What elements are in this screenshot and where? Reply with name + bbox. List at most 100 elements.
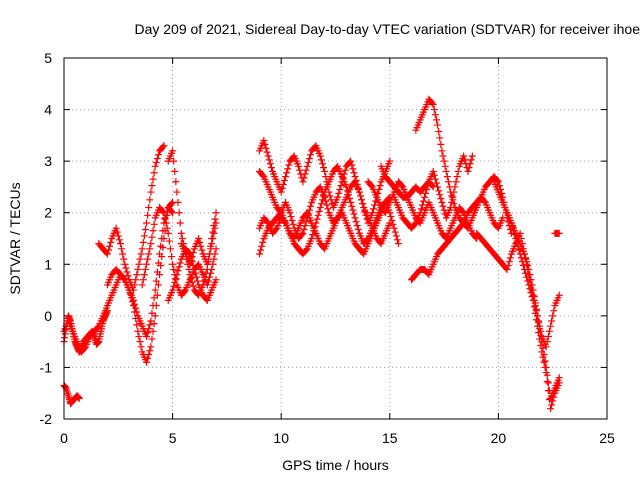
data-point bbox=[531, 309, 539, 317]
data-point bbox=[530, 303, 538, 311]
data-point bbox=[295, 162, 303, 170]
data-point bbox=[356, 192, 364, 200]
data-point bbox=[278, 184, 286, 192]
data-point bbox=[429, 100, 437, 108]
data-point bbox=[140, 232, 148, 240]
data-point bbox=[549, 312, 557, 320]
data-point bbox=[94, 323, 102, 331]
data-point bbox=[449, 196, 457, 204]
data-point bbox=[135, 260, 143, 268]
data-point bbox=[120, 255, 128, 263]
data-point bbox=[147, 343, 155, 351]
data-point bbox=[367, 182, 375, 190]
data-point bbox=[144, 255, 152, 263]
data-point bbox=[390, 224, 398, 232]
data-point bbox=[370, 205, 378, 213]
data-point bbox=[351, 214, 359, 222]
data-point bbox=[141, 225, 149, 233]
x-tick-label: 0 bbox=[60, 430, 68, 446]
data-point bbox=[348, 161, 356, 169]
data-point bbox=[265, 156, 273, 164]
data-point bbox=[184, 260, 192, 268]
data-point bbox=[541, 363, 549, 371]
data-point bbox=[510, 227, 518, 235]
data-point bbox=[154, 151, 162, 159]
data-point bbox=[162, 219, 170, 227]
data-point bbox=[103, 250, 111, 258]
data-point bbox=[136, 255, 144, 263]
data-point bbox=[138, 245, 146, 253]
data-point bbox=[417, 205, 425, 213]
data-point bbox=[159, 143, 167, 151]
data-point bbox=[131, 281, 139, 289]
data-point bbox=[424, 182, 432, 190]
data-point bbox=[430, 171, 438, 179]
data-point bbox=[211, 215, 219, 223]
data-point bbox=[527, 289, 535, 297]
data-point bbox=[321, 193, 329, 201]
data-point bbox=[434, 121, 442, 129]
data-point bbox=[187, 254, 195, 262]
data-point bbox=[317, 156, 325, 164]
data-point bbox=[147, 188, 155, 196]
data-point bbox=[550, 393, 558, 401]
data-point bbox=[185, 265, 193, 273]
data-point bbox=[430, 106, 438, 114]
data-point bbox=[170, 282, 178, 290]
data-point bbox=[139, 276, 147, 284]
data-point bbox=[177, 229, 185, 237]
data-point bbox=[305, 155, 313, 163]
x-tick-label: 25 bbox=[599, 430, 615, 446]
data-point bbox=[335, 189, 343, 197]
data-point bbox=[550, 307, 558, 315]
data-point bbox=[353, 222, 361, 230]
data-point bbox=[435, 127, 443, 135]
data-point bbox=[461, 156, 469, 164]
data-point bbox=[279, 180, 287, 188]
data-point bbox=[519, 262, 527, 270]
plot-frame bbox=[63, 57, 608, 420]
data-point bbox=[267, 164, 275, 172]
data-point bbox=[133, 271, 141, 279]
data-point bbox=[286, 209, 294, 217]
data-point bbox=[520, 265, 528, 273]
data-point bbox=[144, 329, 152, 337]
data-point bbox=[132, 314, 140, 322]
data-point bbox=[525, 281, 533, 289]
data-point bbox=[144, 211, 152, 219]
data-point bbox=[106, 242, 114, 250]
data-point bbox=[459, 220, 467, 228]
data-point bbox=[130, 302, 138, 310]
data-point bbox=[323, 201, 331, 209]
data-point bbox=[322, 197, 330, 205]
data-point bbox=[334, 193, 342, 201]
x-tick-label: 20 bbox=[491, 430, 507, 446]
data-point bbox=[444, 178, 452, 186]
data-point bbox=[264, 152, 272, 160]
data-point bbox=[303, 162, 311, 170]
data-point bbox=[204, 258, 212, 266]
data-point bbox=[537, 342, 545, 350]
data-point bbox=[459, 207, 467, 215]
data-point bbox=[302, 246, 310, 254]
data-point bbox=[516, 250, 524, 258]
data-point bbox=[261, 140, 269, 148]
data-point bbox=[195, 235, 203, 242]
data-point bbox=[548, 317, 556, 325]
data-point bbox=[320, 164, 328, 172]
data-point bbox=[547, 405, 555, 413]
y-tick-label: 2 bbox=[44, 205, 52, 221]
data-point bbox=[288, 216, 296, 224]
data-point bbox=[145, 250, 153, 258]
data-point bbox=[152, 277, 160, 285]
data-point bbox=[137, 343, 145, 351]
data-point bbox=[509, 223, 517, 231]
data-point bbox=[347, 157, 355, 165]
data-point bbox=[314, 211, 322, 219]
data-point bbox=[349, 206, 357, 214]
data-point bbox=[540, 358, 548, 366]
data-point bbox=[175, 263, 183, 271]
data-point bbox=[337, 182, 345, 190]
data-point bbox=[441, 162, 449, 170]
